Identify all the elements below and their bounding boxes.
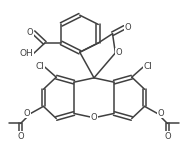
Text: O: O (91, 113, 97, 122)
Text: O: O (17, 132, 24, 141)
Text: O: O (164, 132, 171, 141)
Text: O: O (157, 109, 164, 118)
Text: O: O (125, 23, 131, 32)
Text: O: O (24, 109, 31, 118)
Text: O: O (115, 48, 122, 57)
Text: Cl: Cl (144, 62, 153, 71)
Text: Cl: Cl (35, 62, 44, 71)
Text: O: O (27, 28, 33, 37)
Text: OH: OH (20, 49, 33, 58)
